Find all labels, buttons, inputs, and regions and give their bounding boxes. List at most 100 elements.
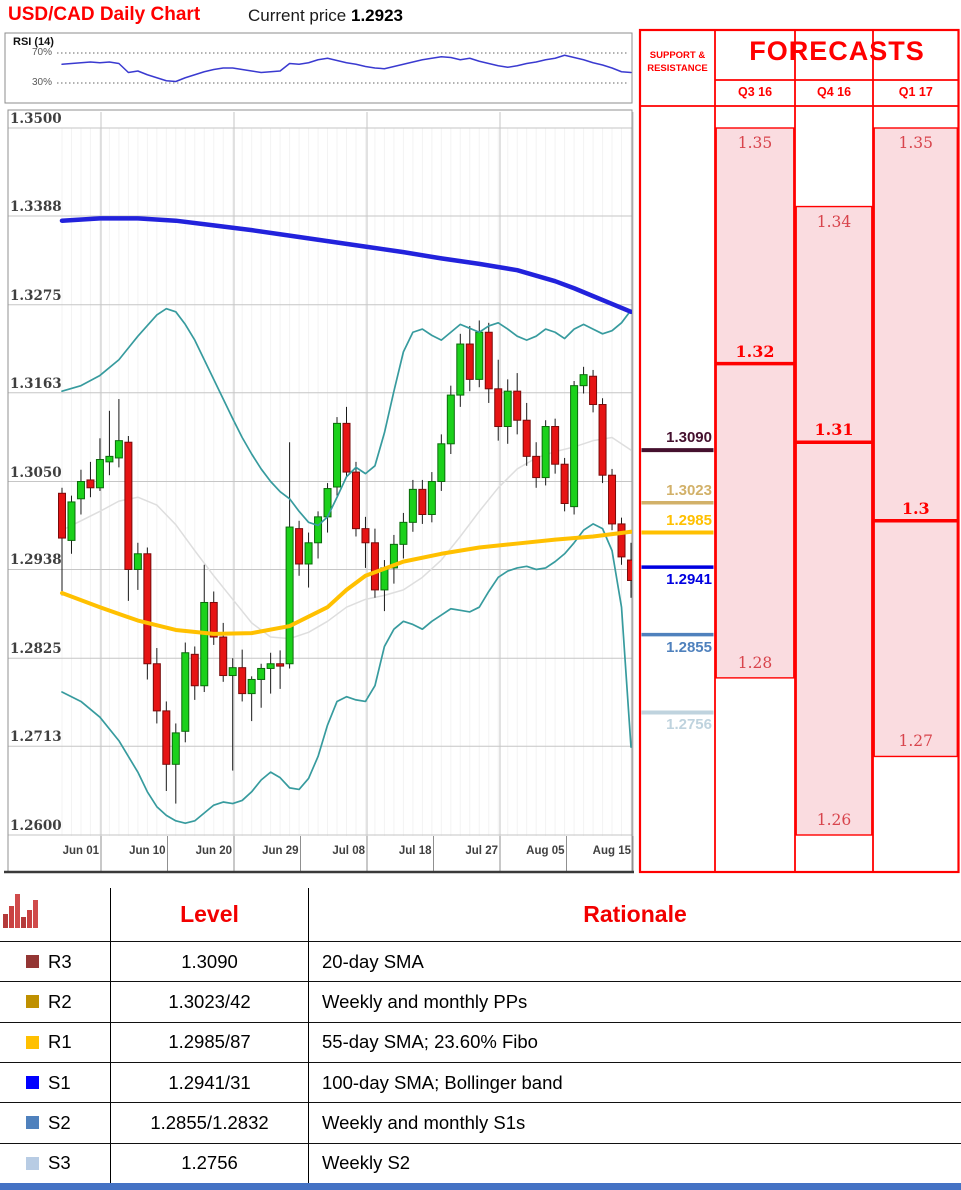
x-axis-date-label: Aug 15: [592, 845, 631, 857]
sr-level-label: 1.3090: [666, 429, 712, 447]
forecast-range-Q3-16: [715, 127, 795, 679]
current-price-value: 1.2923: [351, 6, 403, 25]
table-row-R3: R3 1.3090 20-day SMA: [0, 941, 961, 982]
table-row-R2: R2 1.3023/42 Weekly and monthly PPs: [0, 981, 961, 1022]
level-rationale-cell: Weekly and monthly PPs: [308, 981, 961, 1022]
level-code: R3: [48, 950, 72, 972]
level-value-cell: 1.2985/87: [110, 1021, 308, 1062]
y-axis-label: 1.2938: [10, 552, 62, 569]
level-code: S3: [48, 1152, 71, 1174]
level-color-swatch: [26, 1156, 39, 1170]
bollinger-lower-line: [61, 523, 632, 825]
level-rationale-cell: Weekly S2: [308, 1142, 961, 1183]
x-axis-date-label: Jun 20: [195, 845, 232, 857]
current-price: Current price 1.2923: [248, 6, 403, 26]
level-color-swatch: [26, 995, 39, 1009]
x-axis-date-label: Aug 05: [526, 845, 565, 857]
y-axis-label: 1.3275: [10, 287, 62, 304]
y-axis-label: 1.3163: [10, 375, 62, 392]
level-color-swatch: [26, 1035, 39, 1049]
level-code-cell: S3: [0, 1142, 110, 1183]
rationale-column-header: Rationale: [308, 888, 961, 941]
forecast-quarter-header: Q4 16: [816, 85, 852, 99]
chart-grid: [4, 109, 634, 874]
level-code: R2: [48, 990, 72, 1012]
sr-level-label: 1.2855: [666, 638, 712, 656]
overlay-lines-above: [59, 216, 632, 825]
x-axis-date-label: Jul 27: [465, 845, 498, 857]
level-value-cell: 1.2941/31: [110, 1061, 308, 1103]
forecasts-header: FORECASTS: [749, 36, 925, 66]
level-color-swatch: [26, 1116, 39, 1130]
level-value-cell: 1.3090: [110, 941, 308, 982]
sr-level-label: 1.2941: [666, 571, 712, 589]
level-column-header: Level: [110, 888, 308, 941]
x-axis-date-label: Jul 08: [332, 845, 365, 857]
level-code: S1: [48, 1071, 71, 1093]
levels-rationale-table: Level Rationale R3 1.3090 20-day SMA R2 1.30…: [0, 888, 961, 1183]
table-row-R1: R1 1.2985/87 55-day SMA; 23.60% Fibo: [0, 1021, 961, 1062]
sr-level-label: 1.2756: [666, 716, 712, 734]
support-resistance-header: SUPPORT & RESISTANCE: [647, 50, 708, 75]
forecast-high-value: 1.35: [898, 134, 933, 152]
level-rationale-cell: 100-day SMA; Bollinger band: [308, 1061, 961, 1103]
forecast-table: [638, 28, 960, 874]
level-rationale-cell: 20-day SMA: [308, 941, 961, 982]
rsi-upper-threshold: 70%: [31, 47, 52, 58]
x-axis-date-label: Jun 01: [62, 845, 99, 857]
forecast-quarter-header: Q1 17: [898, 85, 933, 99]
candlestick-series: [58, 320, 632, 804]
bottom-accent-bar: [0, 1183, 961, 1190]
sr-level-label: 1.2985: [666, 511, 712, 529]
y-axis-label: 1.2825: [10, 641, 62, 658]
level-value-cell: 1.2855/1.2832: [110, 1102, 308, 1143]
level-color-swatch: [26, 955, 39, 969]
y-axis-label: 1.3388: [10, 198, 62, 215]
rsi-indicator-label: RSI (14): [13, 36, 54, 48]
table-row-S1: S1 1.2941/31 100-day SMA; Bollinger band: [0, 1061, 961, 1103]
bollinger-upper-line: [61, 307, 632, 527]
forecast-high-value: 1.34: [816, 212, 852, 231]
y-axis-label: 1.2713: [10, 729, 62, 746]
x-axis-date-label: Jul 18: [398, 845, 432, 857]
forecast-range-Q1-17: [873, 127, 959, 758]
rsi-panel: [4, 32, 633, 104]
support-resistance-levels: [641, 448, 714, 715]
table-icon-cell: [0, 888, 110, 941]
level-value-cell: 1.3023/42: [110, 981, 308, 1022]
forecast-low-value: 1.27: [898, 732, 933, 751]
level-color-swatch: [26, 1076, 39, 1090]
rsi-lower-threshold: 30%: [31, 77, 52, 88]
page-title: USD/CAD Daily Chart: [8, 4, 201, 25]
sma-200-line: [59, 216, 632, 315]
forecast-quarter-header: Q3 16: [737, 85, 773, 99]
current-price-label: Current price: [248, 6, 347, 25]
x-axis-date-label: Jun 10: [129, 845, 166, 857]
rsi-line: [61, 54, 632, 83]
sr-level-label: 1.3023: [666, 481, 712, 499]
forecast-mid-value: 1.31: [814, 420, 854, 440]
level-code-cell: S2: [0, 1102, 110, 1142]
forecast-mid-value: 1.32: [735, 341, 775, 361]
forecast-range-Q4-16: [795, 205, 873, 836]
level-code-cell: R3: [0, 941, 110, 981]
level-value-cell: 1.2756: [110, 1142, 308, 1183]
level-code-cell: R1: [0, 1021, 110, 1062]
level-code-cell: R2: [0, 981, 110, 1021]
y-axis-label: 1.3050: [10, 464, 62, 481]
level-code: R1: [48, 1031, 72, 1053]
level-code: S2: [48, 1111, 71, 1133]
table-row-S3: S3 1.2756 Weekly S2: [0, 1142, 961, 1183]
y-axis-label: 1.2600: [10, 818, 62, 834]
bar-chart-icon: [3, 894, 38, 928]
y-axis-label: 1.3500: [10, 111, 62, 127]
forecast-mid-value: 1.3: [901, 498, 930, 518]
sma-55-line: [60, 529, 632, 636]
forecast-low-value: 1.28: [737, 653, 773, 672]
table-row-S2: S2 1.2855/1.2832 Weekly and monthly S1s: [0, 1102, 961, 1143]
forecast-high-value: 1.35: [737, 134, 773, 152]
table-header-row: Level Rationale: [0, 888, 961, 941]
level-rationale-cell: 55-day SMA; 23.60% Fibo: [308, 1021, 961, 1062]
